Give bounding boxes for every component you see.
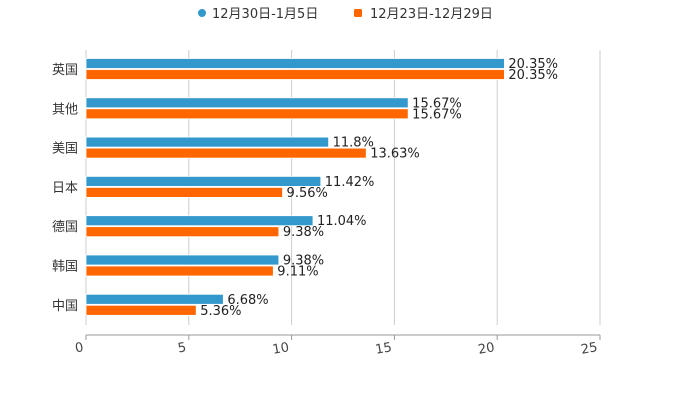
bar-orange: [85, 108, 409, 120]
data-label: 9.56%: [287, 186, 328, 201]
data-label: 6.68%: [227, 293, 268, 308]
legend-marker-circle: [198, 9, 206, 17]
data-label: 13.63%: [370, 147, 420, 162]
legend-label: 12月30日-1月5日: [212, 7, 318, 22]
legend-label: 12月23日-12月29日: [370, 7, 493, 22]
data-label: 15.67%: [412, 107, 462, 122]
category-label: 美国: [52, 142, 78, 157]
x-tick-label: 0: [74, 340, 85, 356]
category-label: 日本: [52, 181, 78, 196]
legend-marker-square: [354, 9, 362, 17]
x-tick-label: 15: [374, 340, 393, 358]
x-tick-label: 20: [477, 340, 496, 358]
category-label: 英国: [52, 63, 78, 78]
bar-orange: [85, 69, 505, 80]
bar-orange: [85, 304, 197, 316]
category-label: 中国: [52, 299, 78, 314]
bar-blue: [85, 254, 280, 266]
data-label: 9.38%: [283, 254, 324, 269]
bar-blue: [85, 136, 330, 148]
category-label: 其他: [52, 102, 78, 117]
bar-orange: [85, 186, 283, 198]
data-label: 9.11%: [277, 265, 318, 280]
category-label: 德国: [52, 220, 78, 235]
bar-blue: [85, 175, 322, 187]
data-label: 9.38%: [283, 225, 324, 240]
x-tick-label: 5: [177, 340, 188, 356]
bar-blue: [85, 293, 224, 305]
data-label: 11.42%: [325, 175, 375, 190]
bar-blue: [85, 58, 505, 69]
bar-orange: [85, 147, 367, 159]
category-label: 韩国: [52, 260, 78, 275]
data-label: 5.36%: [200, 304, 241, 319]
bar-blue: [85, 215, 314, 227]
data-label: 11.04%: [317, 214, 367, 229]
bar-orange: [85, 265, 274, 277]
data-label: 11.8%: [333, 136, 374, 151]
x-tick-label: 25: [580, 340, 599, 358]
bar-blue: [85, 97, 409, 109]
bar-orange: [85, 226, 280, 238]
x-tick-label: 10: [271, 340, 290, 358]
data-label: 20.35%: [508, 57, 558, 72]
data-label: 15.67%: [412, 96, 462, 111]
data-label: 20.35%: [508, 68, 558, 83]
